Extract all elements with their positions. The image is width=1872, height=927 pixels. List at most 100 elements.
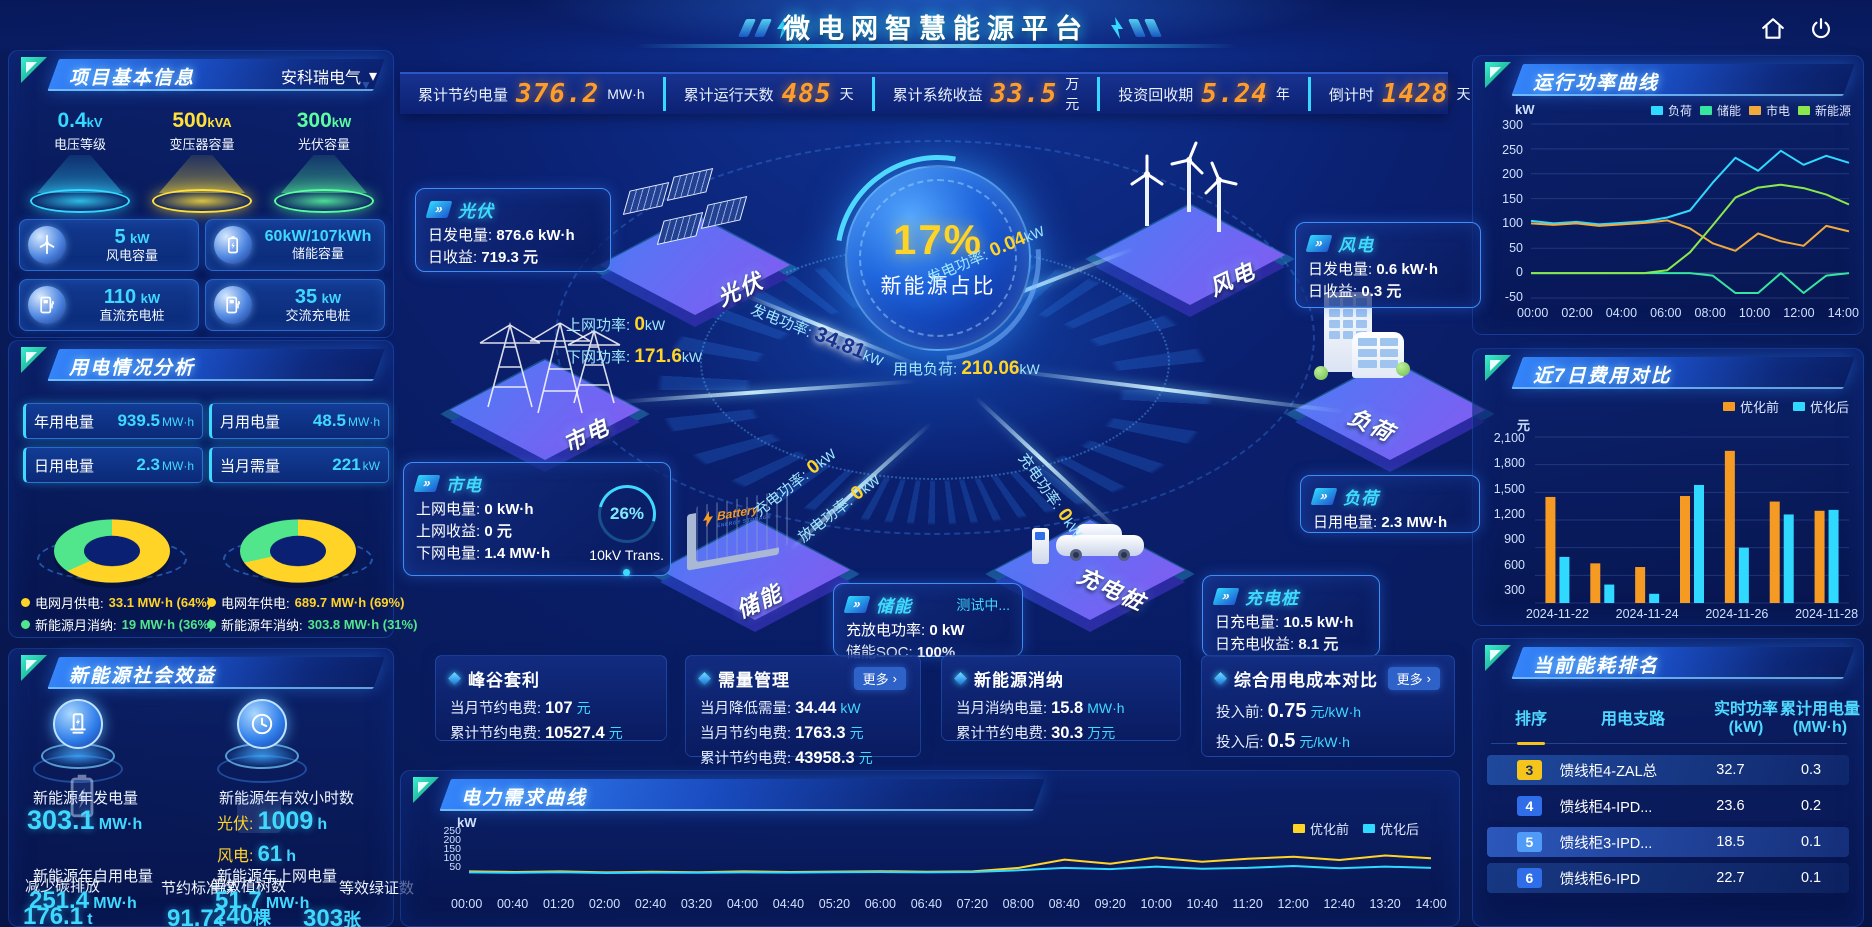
ac-charger-capacity-card: 35 kW 交流充电桩: [205, 279, 385, 331]
table-row[interactable]: 5 馈线柜3-IPD... 18.5 0.1: [1487, 827, 1849, 857]
self-use-value: 251.4 MW·h: [29, 887, 137, 914]
power-chart: [1530, 123, 1850, 299]
usage-analysis-panel: 用电情况分析 年用电量 939.5 MW·h 月用电量 48.5 MW·h 日用电量…: [8, 340, 417, 638]
energy-ranking-title: 当前能耗排名: [1533, 656, 1660, 677]
legend-item[interactable]: 优化前: [1292, 819, 1349, 838]
power-icon: [1812, 18, 1830, 39]
legend-item[interactable]: 市电: [1748, 102, 1790, 119]
social-benefits-panel: 新能源社会效益 新能源年发电量 303.1 MW·h 新能源年有效小时数 光伏:…: [8, 648, 414, 927]
axis-tick: 02:00: [588, 897, 621, 911]
axis-tick: 900: [1504, 532, 1525, 547]
hours-label: 新能源年有效小时数: [219, 790, 355, 807]
storage-status: 测试中...: [956, 596, 1010, 613]
load-power-flow: 用电负荷: 210.06kW: [893, 358, 1040, 379]
axis-tick: 1,200: [1493, 506, 1525, 521]
axis-tick: 100: [1502, 216, 1523, 231]
glow-disc: [152, 189, 252, 213]
more-button[interactable]: 更多 ›: [853, 667, 906, 690]
legend-renewable-month[interactable]: 新能源月消纳: 19 MW·h (36%): [21, 615, 213, 634]
cost-x-ticks: 2024-11-22 2024-11-24 2024-11-26 2024-11-28: [1526, 607, 1858, 623]
rank-badge: 5: [1517, 832, 1542, 852]
panel-corner-icon: [21, 655, 47, 681]
cost-compare-title: 近7日费用对比: [1533, 366, 1672, 387]
axis-tick: 10:40: [1186, 897, 1218, 911]
legend-item[interactable]: 优化后: [1792, 397, 1849, 416]
demand-x-ticks: 00:00 00:40 01:20 02:00 02:40 03:20 04:00 04:40…: [451, 897, 1447, 911]
demand-curve-panel: 电力需求曲线 优化前 优化后 kW 250 200 150 100 50 00:00 00:…: [400, 770, 1460, 927]
power-button[interactable]: [1804, 12, 1838, 46]
energy-meter-icon: [53, 699, 103, 749]
axis-tick: 200: [1502, 167, 1523, 182]
project-info-title: 项目基本信息: [69, 68, 196, 89]
table-row[interactable]: 6 馈线柜6-IPD 22.7 0.1: [1487, 863, 1849, 893]
legend-swatch: [1362, 824, 1375, 833]
cost-chart: [1535, 436, 1849, 604]
wind-hours: 风电: 61 h: [217, 841, 297, 866]
legend-grid-year[interactable]: 电网年供电: 689.7 MW·h (69%): [207, 593, 404, 612]
legend-swatch: [1797, 106, 1810, 115]
lightning-icon: [1111, 17, 1123, 39]
ac-charger-icon: [214, 286, 252, 324]
table-row[interactable]: 3 馈线柜4-ZAL总 32.7 0.3: [1487, 755, 1849, 785]
battery-icon: [214, 226, 252, 264]
axis-tick: 05:20: [818, 897, 851, 911]
grid-export-flow: 上网功率: 0kW: [566, 314, 666, 335]
lightning-icon: [777, 17, 789, 39]
rank-sort-indicator[interactable]: [1517, 742, 1545, 745]
panel-corner-icon: [21, 347, 47, 373]
year-usage-stat: 年用电量 939.5 MW·h: [23, 403, 203, 439]
wind-turbine-icon: [28, 226, 66, 264]
more-button[interactable]: 更多 ›: [1387, 667, 1440, 690]
cost-y-axis-unit: 元: [1517, 418, 1531, 433]
panel-corner-icon: [1485, 645, 1511, 671]
axis-tick: 00:00: [1517, 306, 1549, 320]
axis-tick: 2024-11-28: [1795, 607, 1859, 621]
axis-tick: 00:40: [496, 897, 529, 911]
arrow-right-icon: ›: [1426, 671, 1431, 686]
axis-tick: 04:00: [1605, 306, 1638, 320]
legend-item[interactable]: 储能: [1699, 102, 1741, 119]
legend-item[interactable]: 负荷: [1650, 102, 1692, 119]
charger-info-panel: » 充电桩 日充电量: 10.5 kW·h 日充电收益: 8.1 元: [1202, 575, 1380, 657]
light-cone: [37, 155, 123, 193]
axis-tick: 03:20: [680, 897, 713, 911]
home-button[interactable]: [1756, 12, 1790, 46]
axis-tick: 08:40: [1048, 897, 1080, 911]
glow-disc: [30, 189, 130, 213]
power-curve-panel: 运行功率曲线 kW 负荷 储能 市电 新能源 300 250 200 150 100 50 0 -5…: [1472, 55, 1864, 335]
panel-corner-icon: [1485, 355, 1511, 381]
axis-tick: 300: [1502, 118, 1523, 132]
grid-export-value: 51.7 MW·h: [215, 887, 310, 914]
axis-tick: 2024-11-26: [1705, 607, 1769, 621]
tree-value: 240棵: [213, 903, 272, 927]
axis-tick: 100: [443, 852, 461, 864]
axis-tick: 1,800: [1493, 456, 1525, 471]
legend-grid-month[interactable]: 电网月供电: 33.1 MW·h (64%): [21, 593, 211, 612]
month-demand-stat: 当月需量 221 kW: [209, 447, 389, 483]
kpi-countdown: 倒计时 1428 天: [1307, 77, 1489, 111]
table-row[interactable]: 4 馈线柜4-IPD... 23.6 0.2: [1487, 791, 1849, 821]
kpi-saved-energy: 累计节约电量 376.2 MW·h: [418, 79, 645, 109]
axis-tick: 200: [443, 834, 461, 846]
transformer-gauge-label: 10kV Trans.: [589, 547, 664, 563]
light-cone: [159, 155, 245, 193]
power-chart-legend: 负荷 储能 市电 新能源: [1650, 102, 1851, 119]
coal-value: 91.7 t: [167, 905, 224, 927]
peak-valley-panel: 峰谷套利 当月节约电费: 107 元 累计节约电费: 10527.4 元: [435, 655, 667, 742]
power-y-ticks: 300 250 200 150 100 50 0 -50: [1483, 118, 1523, 304]
grid-info-panel: » 市电 上网电量: 0 kW·h 上网收益: 0 元 下网电量: 1.4 MW…: [403, 462, 671, 576]
legend-item[interactable]: 优化前: [1722, 397, 1779, 416]
axis-tick: 08:00: [1002, 897, 1034, 911]
legend-renewable-year[interactable]: 新能源年消纳: 303.8 MW·h (31%): [207, 615, 417, 634]
demand-management-panel: 需量管理 更多 › 当月降低需量: 34.44 kW 当月节约电费: 1763.3…: [685, 655, 921, 767]
axis-tick: 01:20: [542, 897, 575, 911]
demand-curve-title: 电力需求曲线: [461, 788, 588, 809]
legend-item[interactable]: 新能源: [1797, 102, 1851, 119]
legend-item[interactable]: 优化后: [1362, 819, 1419, 838]
chevron-right-icon: »: [413, 475, 441, 492]
col-header-branch: 用电支路: [1600, 711, 1665, 728]
glow-disc: [274, 189, 374, 213]
axis-tick: 250: [443, 825, 461, 837]
company-select[interactable]: 安科瑞电气 ▾: [280, 68, 377, 87]
